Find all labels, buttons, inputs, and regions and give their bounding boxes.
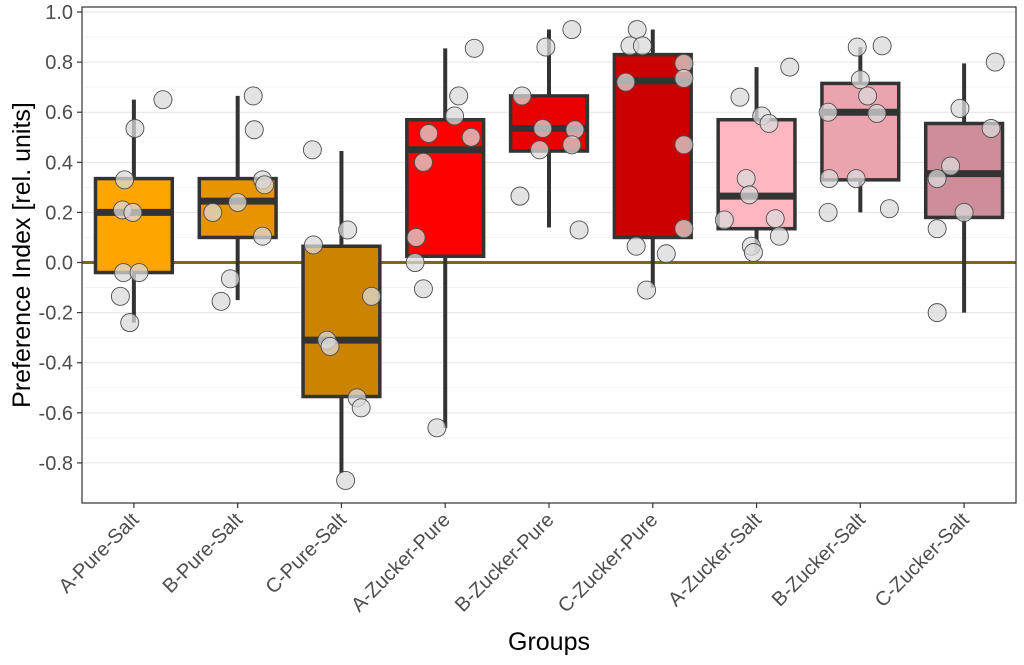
y-tick-label: 0.8	[45, 52, 73, 74]
data-point	[818, 102, 838, 122]
data-point	[674, 219, 694, 239]
data-point	[413, 279, 433, 299]
y-tick-label: -0.2	[39, 303, 73, 325]
data-point	[632, 36, 652, 56]
data-point	[255, 175, 275, 195]
y-tick-label: -0.8	[39, 453, 73, 475]
data-point	[129, 263, 149, 282]
data-point	[819, 169, 839, 189]
data-point	[674, 68, 694, 88]
data-point	[110, 286, 130, 306]
data-point	[950, 99, 970, 118]
data-point	[351, 398, 371, 418]
data-point	[730, 87, 750, 107]
data-point	[656, 244, 676, 264]
y-tick-label: 0.6	[45, 102, 73, 124]
data-point	[569, 220, 589, 240]
data-point	[714, 210, 734, 230]
y-axis-ticks: 1.0 0.8 0.6 0.4 0.2 0.0 -0.2 -0.4 -0.6 -0.8	[39, 2, 82, 475]
x-axis-title: Groups	[508, 628, 590, 656]
data-point	[867, 104, 887, 123]
data-point	[461, 127, 481, 147]
data-point	[228, 192, 248, 212]
data-point	[736, 169, 756, 189]
data-point	[510, 186, 530, 206]
data-point	[981, 119, 1001, 138]
data-point	[243, 86, 263, 106]
data-point	[533, 119, 553, 138]
data-point	[818, 202, 838, 222]
data-point	[626, 236, 646, 256]
y-axis-title: Preference Index [rel. units]	[8, 102, 36, 408]
data-point	[739, 185, 759, 205]
data-point	[153, 90, 173, 110]
data-point	[512, 86, 532, 106]
data-point	[780, 57, 800, 77]
data-point	[406, 228, 426, 247]
data-point	[743, 243, 763, 262]
data-point	[302, 140, 322, 160]
data-point	[211, 291, 231, 311]
data-point	[927, 219, 947, 239]
data-point	[125, 119, 145, 138]
data-point	[627, 20, 647, 39]
data-point	[769, 226, 789, 246]
points-layer	[110, 20, 1005, 490]
box-c-pure-salt	[301, 151, 382, 473]
data-point	[449, 86, 469, 106]
data-point	[530, 140, 550, 160]
data-point	[338, 220, 358, 240]
y-tick-label: 1.0	[45, 2, 73, 24]
box-iqr	[301, 244, 382, 399]
data-point	[872, 36, 892, 56]
y-tick-label: 0.4	[45, 152, 73, 174]
data-point	[253, 226, 273, 246]
data-point	[303, 235, 323, 255]
data-point	[616, 72, 636, 92]
box-iqr	[93, 176, 175, 275]
data-point	[405, 253, 425, 272]
data-point	[464, 38, 484, 58]
y-tick-label: -0.4	[39, 353, 73, 375]
data-point	[985, 52, 1005, 72]
data-point	[562, 20, 582, 39]
data-point	[336, 471, 356, 490]
data-point	[637, 280, 657, 300]
data-point	[445, 106, 465, 126]
data-point	[115, 170, 134, 190]
data-point	[536, 37, 556, 57]
data-point	[120, 313, 140, 333]
data-point	[927, 303, 947, 323]
data-point	[320, 336, 340, 356]
box-iqr	[716, 117, 797, 231]
data-point	[413, 152, 433, 172]
y-tick-label: -0.6	[39, 403, 73, 425]
data-point	[954, 202, 974, 222]
data-point	[123, 202, 143, 222]
data-point	[759, 114, 779, 133]
data-point	[850, 70, 870, 90]
data-point	[941, 156, 961, 176]
data-point	[220, 269, 240, 289]
data-point	[927, 169, 947, 189]
data-point	[879, 199, 899, 219]
data-point	[858, 86, 878, 106]
data-point	[846, 169, 866, 189]
y-tick-label: 0.2	[45, 202, 73, 224]
data-point	[362, 286, 381, 306]
data-point	[419, 124, 439, 143]
data-point	[562, 135, 582, 155]
data-point	[203, 202, 223, 222]
data-point	[674, 135, 694, 155]
y-tick-label: 0.0	[45, 253, 73, 275]
data-point	[244, 120, 264, 140]
data-point	[427, 418, 447, 438]
data-point	[765, 209, 785, 229]
data-point	[847, 37, 867, 57]
box-a-zucker-salt	[716, 67, 797, 253]
